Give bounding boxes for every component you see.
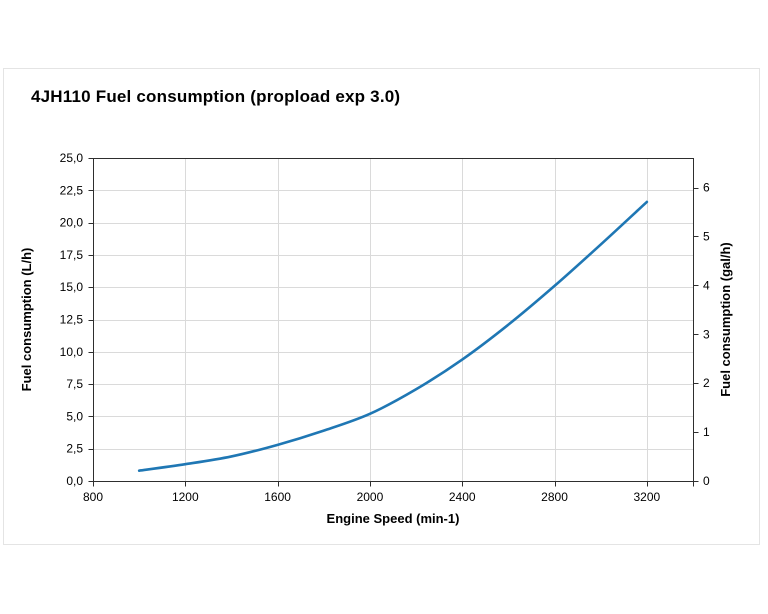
y-left-tick-label: 7,5 xyxy=(66,377,83,391)
y-right-tick-label: 0 xyxy=(703,474,710,488)
x-tick-label: 2000 xyxy=(357,490,384,504)
x-axis-title: Engine Speed (min-1) xyxy=(327,511,460,526)
y-left-tick-label: 15,0 xyxy=(60,280,84,294)
y-left-tick-label: 17,5 xyxy=(60,248,84,262)
y-left-tick-label: 22,5 xyxy=(60,183,84,197)
x-tick-label: 2400 xyxy=(449,490,476,504)
x-tick-label: 2800 xyxy=(541,490,568,504)
y-right-tick-label: 1 xyxy=(703,425,710,439)
x-tick-label: 1200 xyxy=(172,490,199,504)
y-left-tick-label: 2,5 xyxy=(66,442,83,456)
fuel-consumption-curve xyxy=(137,200,649,472)
y-left-tick-label: 25,0 xyxy=(60,151,84,165)
y-left-tick-label: 12,5 xyxy=(60,313,84,327)
x-tick-label: 800 xyxy=(83,490,103,504)
chart-figure: 4JH110 Fuel consumption (propload exp 3.… xyxy=(3,68,760,545)
y-left-axis-title: Fuel consumption (L/h) xyxy=(19,248,34,392)
y-right-tick-label: 3 xyxy=(703,327,710,341)
y-right-tick-label: 2 xyxy=(703,376,710,390)
y-left-tick-label: 5,0 xyxy=(66,409,83,423)
y-right-axis-title: Fuel consumption (gal/h) xyxy=(718,242,733,397)
y-right-tick-label: 6 xyxy=(703,181,710,195)
y-left-tick-label: 10,0 xyxy=(60,345,84,359)
x-tick-label: 3200 xyxy=(633,490,660,504)
fuel-consumption-chart: 800 1200 1600 2000 2400 2800 3200 0,0 2,5 5,0 7,5 1… xyxy=(19,151,733,526)
y-right-tick-label: 5 xyxy=(703,229,710,243)
y-left-tick-label: 0,0 xyxy=(66,474,83,488)
x-tick-label: 1600 xyxy=(264,490,291,504)
chart-title: 4JH110 Fuel consumption (propload exp 3.… xyxy=(31,87,401,106)
y-left-tick-label: 20,0 xyxy=(60,216,84,230)
y-right-tick-label: 4 xyxy=(703,278,710,292)
